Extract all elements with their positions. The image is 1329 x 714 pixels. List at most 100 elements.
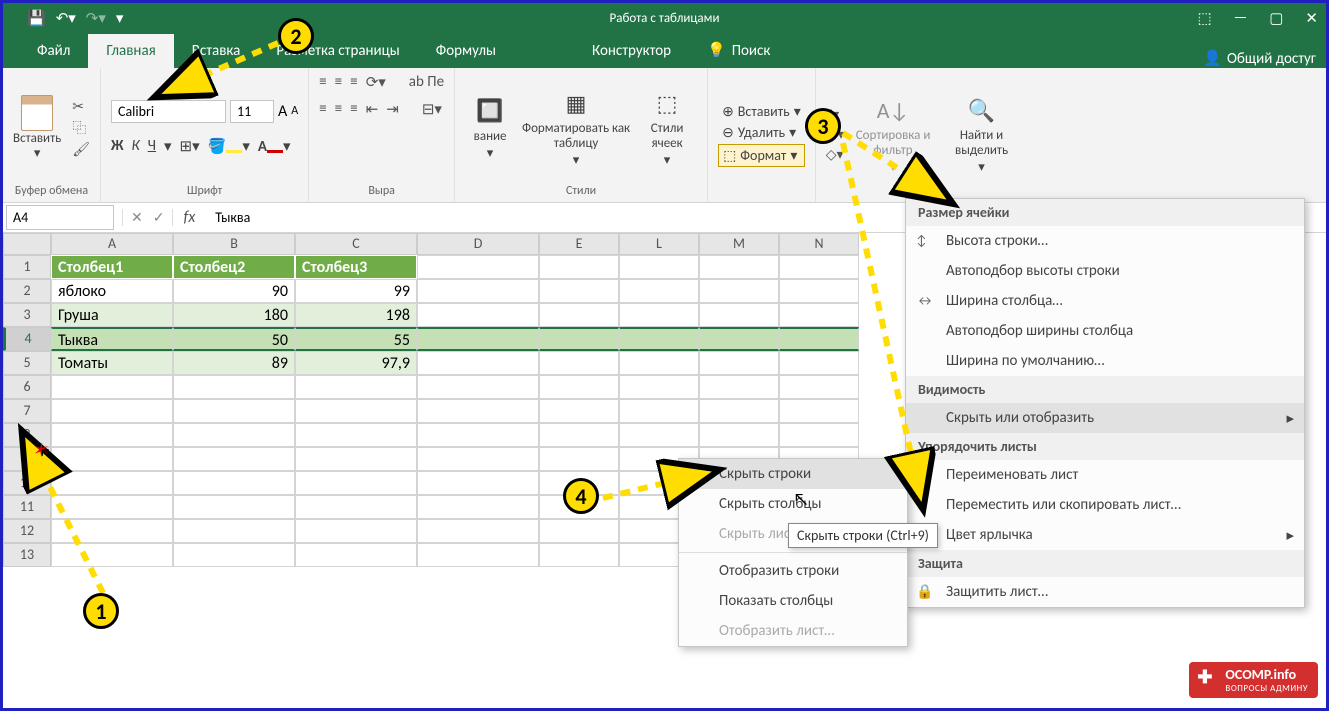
col-header[interactable]: A (51, 233, 173, 255)
col-header[interactable]: M (699, 233, 779, 255)
align-center-icon[interactable]: ≡ (335, 100, 342, 119)
cell[interactable]: 99 (295, 279, 417, 303)
italic-button[interactable]: К (132, 137, 140, 155)
menu-row-height[interactable]: ↕Высота строки… (906, 226, 1304, 256)
tab-file[interactable]: Файл (19, 34, 88, 68)
col-header[interactable]: N (779, 233, 859, 255)
clear-icon[interactable]: ◇▾ (826, 146, 845, 163)
close-icon[interactable]: ✕ (1305, 9, 1318, 28)
col-header[interactable]: B (173, 233, 295, 255)
col-header[interactable]: C (295, 233, 417, 255)
font-color-icon[interactable]: A▾ (258, 137, 291, 156)
paste-button[interactable]: Вставить▾ (13, 95, 61, 161)
sort-filter-button[interactable]: A↓ Сортировка и фильтр▾ (851, 94, 936, 175)
cell[interactable]: 180 (173, 303, 295, 327)
row-header[interactable]: 1 (3, 255, 51, 279)
undo-icon[interactable]: ↶▾ (56, 9, 76, 28)
menu-rename-sheet[interactable]: Переименовать лист (906, 460, 1304, 490)
grow-font-icon[interactable]: A (278, 102, 287, 121)
fill-color-icon[interactable]: 🪣▾ (208, 137, 250, 156)
row-header-active[interactable]: 4 (3, 327, 51, 351)
menu-hide-show[interactable]: Скрыть или отобразить▸ (906, 403, 1304, 433)
maximize-icon[interactable]: ▢ (1269, 9, 1283, 28)
redo-icon[interactable]: ↷▾ (86, 9, 106, 28)
cut-icon[interactable]: ✂ (72, 98, 90, 115)
wrap-text-button[interactable]: ab Пе (409, 73, 444, 92)
menu-autofit-col[interactable]: Автоподбор ширины столбца (906, 316, 1304, 346)
format-cells-button[interactable]: ⬚Формат ▾ (718, 144, 805, 167)
menu-protect-sheet[interactable]: 🔒Защитить лист… (906, 577, 1304, 607)
cancel-fx-icon[interactable]: ✕ (131, 209, 143, 226)
minimize-icon[interactable]: — (1234, 9, 1248, 28)
select-all-corner[interactable] (3, 233, 51, 255)
submenu-hide-rows[interactable]: Скрыть строки (679, 459, 907, 489)
copy-icon[interactable]: ⿻ (72, 118, 90, 138)
submenu-show-rows[interactable]: Отобразить строки (679, 556, 907, 586)
table-header[interactable]: Столбец2 (173, 255, 295, 279)
tab-formulas[interactable]: Формулы (418, 34, 514, 68)
cell[interactable]: Груша (51, 303, 173, 327)
tab-insert[interactable]: Вставка (174, 34, 259, 68)
row-header[interactable]: 5 (3, 351, 51, 375)
align-top-icon[interactable]: ≡ (319, 73, 326, 92)
font-name-select[interactable]: Calibri (111, 100, 226, 123)
indent-dec-icon[interactable]: ⇤ (366, 100, 379, 119)
border-icon[interactable]: ⊞▾ (180, 137, 200, 156)
align-left-icon[interactable]: ≡ (319, 100, 326, 119)
menu-section: Видимость (906, 376, 1304, 403)
align-mid-icon[interactable]: ≡ (335, 73, 342, 92)
align-right-icon[interactable]: ≡ (350, 100, 357, 119)
menu-autofit-row[interactable]: Автоподбор высоты строки (906, 256, 1304, 286)
menu-tab-color[interactable]: Цвет ярлычка▸ (906, 520, 1304, 550)
menu-default-width[interactable]: Ширина по умолчанию… (906, 346, 1304, 376)
cond-format-button[interactable]: 🔲 вание▾ (465, 95, 515, 161)
cell[interactable]: Томаты (51, 351, 173, 375)
cell-styles-button[interactable]: ⬚ Стили ячеек▾ (637, 87, 697, 168)
ribbon-options-icon[interactable]: ⬚ (1197, 9, 1211, 28)
col-header[interactable]: D (417, 233, 539, 255)
cell[interactable]: 89 (173, 351, 295, 375)
formula-input[interactable]: Тыква (205, 209, 250, 226)
name-box[interactable]: A4 (6, 205, 114, 230)
bold-button[interactable]: Ж (111, 137, 124, 155)
cell-selected[interactable]: Тыква (51, 327, 173, 351)
cell-selected[interactable]: 50 (173, 327, 295, 351)
align-bot-icon[interactable]: ≡ (350, 73, 357, 92)
tab-home[interactable]: Главная (88, 34, 173, 68)
find-select-button[interactable]: 🔍 Найти и выделить▾ (942, 94, 1022, 175)
annotation-step-1: 1 (83, 593, 119, 629)
share-button[interactable]: 👤Общий достуг (1203, 49, 1316, 68)
tab-tell-me[interactable]: 💡Поиск (689, 33, 788, 68)
delete-cells-button[interactable]: ⊖Удалить ▾ (718, 123, 805, 142)
submenu-show-sheet[interactable]: Отобразить лист… (679, 616, 907, 646)
font-size-select[interactable]: 11 (230, 100, 274, 123)
submenu-show-cols[interactable]: Показать столбцы (679, 586, 907, 616)
indent-inc-icon[interactable]: ⇥ (386, 100, 399, 119)
col-header[interactable]: E (539, 233, 619, 255)
merge-button[interactable]: ⊟▾ (422, 100, 442, 119)
save-icon[interactable]: 💾 (27, 9, 46, 28)
col-header[interactable]: L (619, 233, 699, 255)
row-header[interactable]: 2 (3, 279, 51, 303)
insert-cells-button[interactable]: ⊕Вставить ▾ (718, 102, 805, 121)
format-as-table-button[interactable]: ▦ Форматировать как таблицу▾ (521, 87, 631, 168)
table-header[interactable]: Столбец3 (295, 255, 417, 279)
cell[interactable]: яблоко (51, 279, 173, 303)
menu-move-sheet[interactable]: Переместить или скопировать лист… (906, 490, 1304, 520)
row-header[interactable]: 3 (3, 303, 51, 327)
group-font: Calibri 11 A A Ж К Ч▾ ⊞▾ 🪣▾ A▾ Шрифт (101, 68, 309, 202)
fx-icon[interactable]: fx (173, 208, 205, 227)
cell-selected[interactable]: 55 (295, 327, 417, 351)
paint-icon[interactable]: 🖌 (72, 141, 90, 158)
cell[interactable]: 198 (295, 303, 417, 327)
tab-design[interactable]: Конструктор (574, 34, 689, 68)
table-header[interactable]: Столбец1 (51, 255, 173, 279)
shrink-font-icon[interactable]: A (291, 104, 298, 118)
orientation-icon[interactable]: ⟳▾ (366, 73, 386, 92)
cell[interactable]: 90 (173, 279, 295, 303)
cell[interactable]: 97,9 (295, 351, 417, 375)
underline-button[interactable]: Ч (148, 137, 156, 155)
menu-col-width[interactable]: ↔Ширина столбца… (906, 286, 1304, 316)
enter-fx-icon[interactable]: ✓ (153, 209, 165, 226)
qat-more-icon[interactable]: ▾ (116, 9, 124, 28)
